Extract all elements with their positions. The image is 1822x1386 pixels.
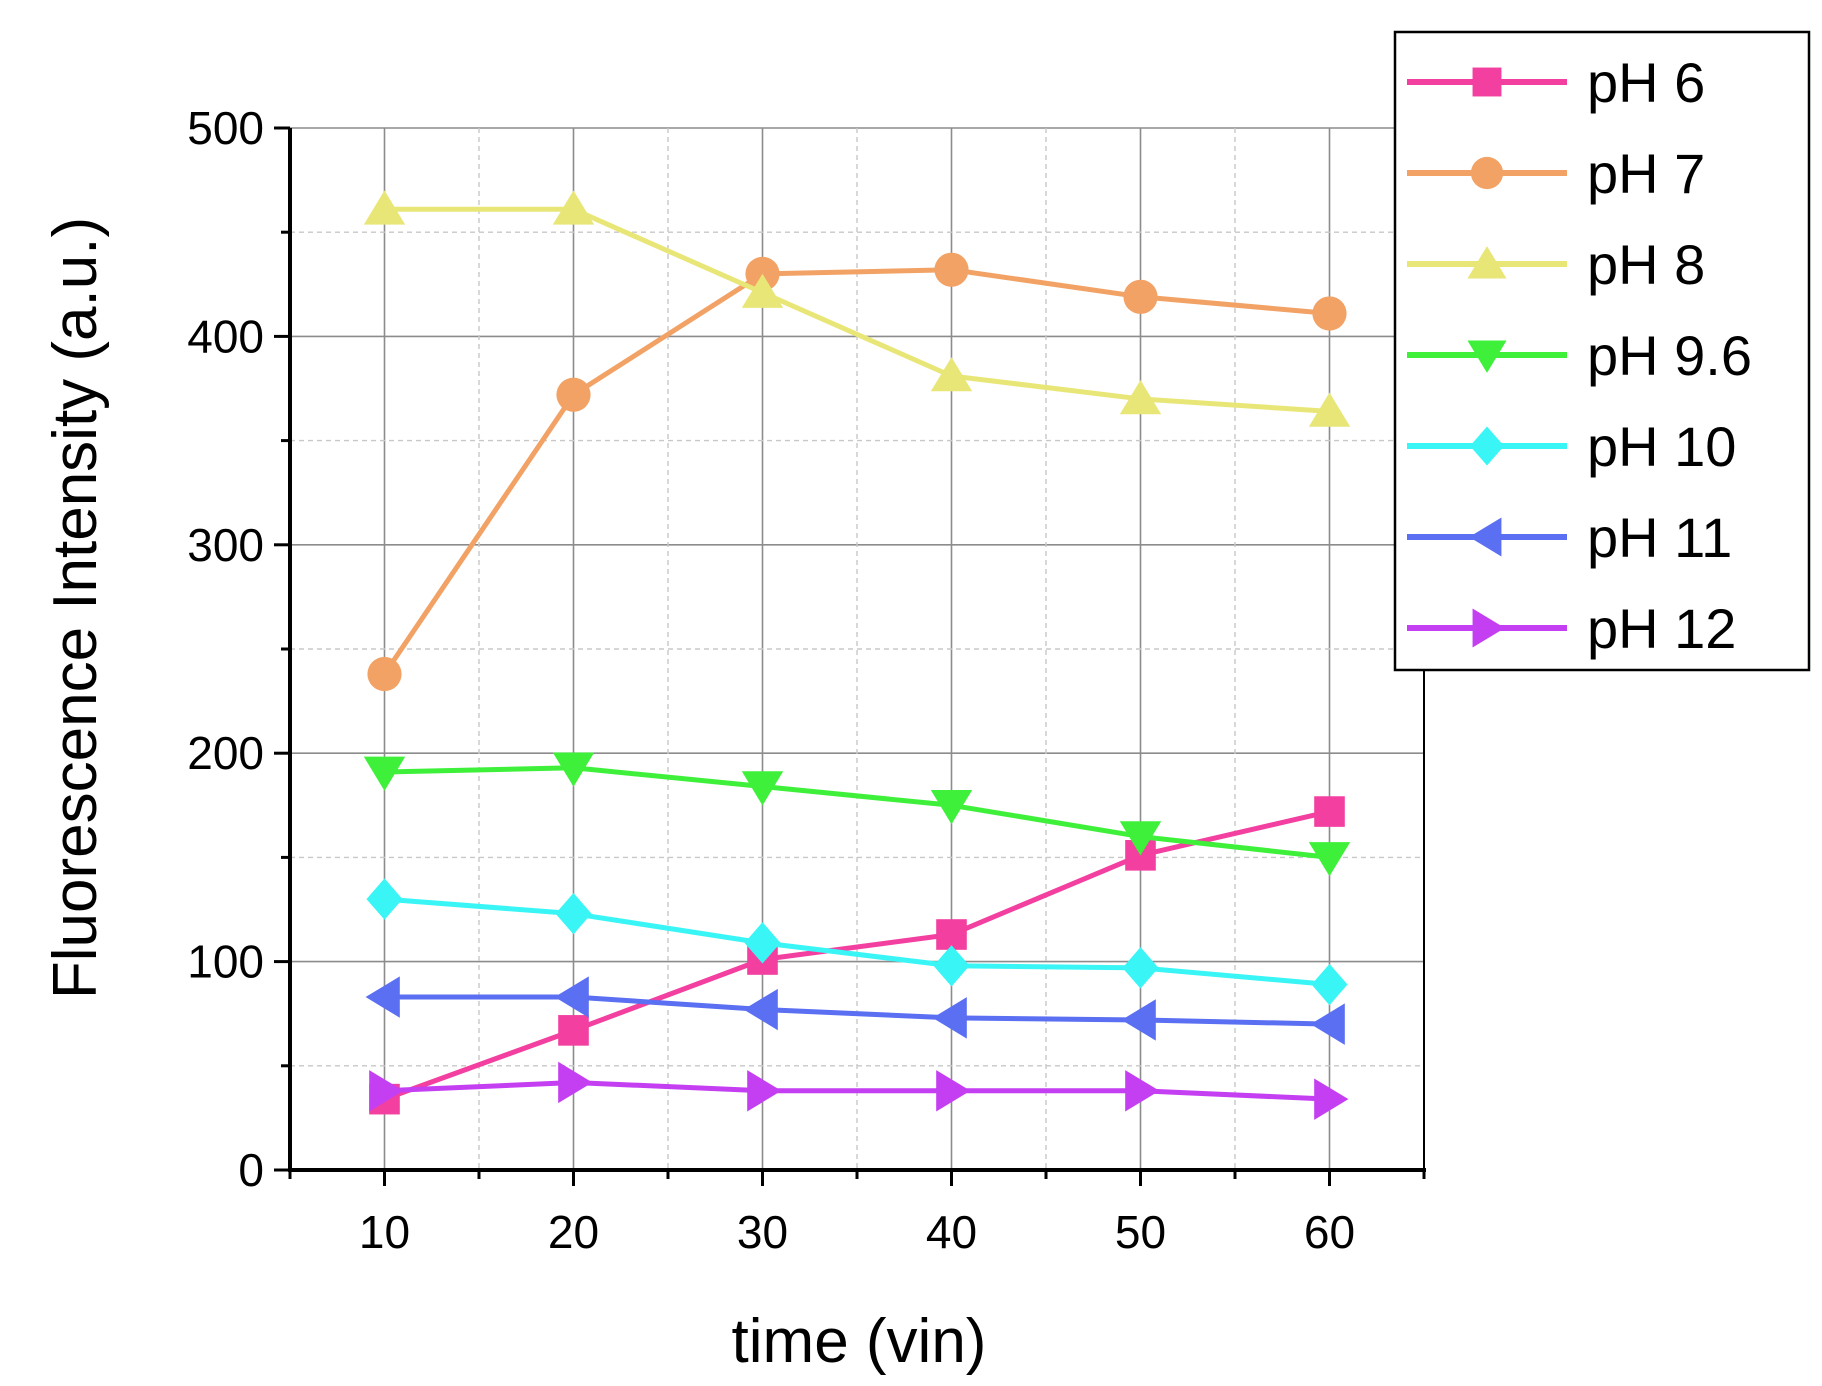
y-axis-title: Fluorescence Intensity (a.u.): [41, 217, 110, 999]
legend-marker-ph-9-6: [1467, 340, 1507, 373]
legend-marker-ph-8: [1467, 246, 1507, 279]
data-point-ph-10: [933, 945, 970, 987]
x-tick-label: 40: [926, 1206, 977, 1258]
legend-item-ph-11: pH 11: [1407, 506, 1732, 569]
tick-label-layer: 10 20 30 40 50 60 0 100 200 300 400 500: [187, 102, 1355, 1258]
data-point-ph-10: [1311, 963, 1348, 1006]
x-tick-label: 20: [548, 1206, 599, 1258]
legend-label-ph-10: pH 10: [1587, 415, 1736, 478]
data-point-ph-7: [934, 252, 969, 287]
y-tick-label: 500: [187, 102, 264, 154]
data-point-ph-7: [1123, 279, 1158, 314]
x-tick-label: 30: [737, 1206, 788, 1258]
data-point-ph-9-6: [552, 752, 595, 787]
legend-box: [1393, 30, 1811, 672]
data-point-ph-8: [741, 273, 784, 308]
data-point-ph-10: [366, 878, 403, 920]
series-ph-10: [366, 878, 1348, 1006]
data-point-ph-8: [1119, 380, 1162, 415]
data-point-ph-8: [552, 190, 595, 225]
y-tick-label: 100: [187, 936, 264, 988]
legend: pH 6 pH 7 pH 8 pH 9.6 pH 10 pH 11 pH 12: [1393, 30, 1811, 672]
data-point-ph-11: [554, 976, 589, 1018]
data-point-ph-9-6: [363, 756, 406, 791]
x-tick-label: 10: [359, 1206, 410, 1258]
y-tick-label: 400: [187, 310, 264, 362]
data-point-ph-12: [369, 1070, 404, 1112]
data-point-ph-10: [1122, 947, 1159, 989]
legend-label-ph-6: pH 6: [1587, 51, 1705, 114]
data-point-ph-10: [744, 922, 781, 964]
data-point-ph-9-6: [1308, 842, 1351, 877]
data-point-ph-7: [367, 656, 402, 692]
data-point-ph-12: [558, 1061, 593, 1104]
x-tick-label: 60: [1304, 1206, 1355, 1258]
x-axis-title: time (vin): [732, 1307, 987, 1376]
series-ph-7: [367, 252, 1347, 692]
series-line-ph-9-6: [384, 765, 1330, 860]
series-line-ph-7: [382, 267, 1330, 676]
data-point-ph-11: [932, 997, 967, 1039]
y-tick-label: 200: [187, 727, 264, 779]
legend-label-ph-8: pH 8: [1587, 233, 1705, 296]
legend-label-ph-11: pH 11: [1587, 506, 1732, 569]
series-line-ph-12: [384, 1079, 1330, 1102]
legend-marker-ph-12: [1472, 608, 1505, 648]
series-ph-9-6: [363, 752, 1351, 877]
series-line-ph-8: [384, 206, 1330, 414]
series-ph-12: [369, 1061, 1349, 1120]
legend-marker-ph-11: [1469, 517, 1502, 557]
data-point-ph-9-6: [1119, 821, 1162, 856]
legend-marker-ph-10: [1470, 426, 1504, 466]
data-point-ph-11: [365, 976, 400, 1018]
legend-item-ph-9-6: pH 9.6: [1407, 324, 1752, 387]
series-line-ph-10: [384, 896, 1330, 988]
data-point-ph-9-6: [741, 771, 784, 806]
data-point-ph-6: [558, 1015, 589, 1046]
data-point-ph-8: [1308, 392, 1351, 427]
legend-item-ph-8: pH 8: [1407, 233, 1705, 296]
legend-label-ph-9-6: pH 9.6: [1587, 324, 1752, 387]
legend-item-ph-6: pH 6: [1407, 51, 1705, 114]
legend-item-ph-12: pH 12: [1407, 597, 1736, 660]
series-line-ph-6: [383, 809, 1331, 1102]
y-tick-label: 300: [187, 519, 264, 571]
data-point-ph-12: [936, 1070, 971, 1112]
y-tick-label: 0: [238, 1144, 264, 1196]
data-point-ph-12: [1314, 1078, 1349, 1120]
legend-marker-ph-7: [1470, 156, 1504, 190]
data-point-ph-10: [555, 892, 592, 935]
data-point-ph-11: [1121, 999, 1156, 1041]
series-ph-8: [363, 190, 1351, 427]
data-point-ph-8: [363, 190, 406, 225]
series-layer: [363, 190, 1351, 1120]
legend-marker-ph-6: [1472, 67, 1502, 97]
data-point-ph-12: [1125, 1070, 1160, 1112]
data-point-ph-6: [1314, 796, 1345, 827]
series-line-ph-11: [384, 994, 1330, 1027]
legend-item-ph-7: pH 7: [1407, 142, 1705, 205]
legend-item-ph-10: pH 10: [1407, 415, 1736, 478]
data-point-ph-11: [743, 988, 778, 1031]
x-tick-label: 50: [1115, 1206, 1166, 1258]
data-point-ph-8: [930, 357, 973, 392]
data-point-ph-9-6: [930, 790, 973, 825]
series-ph-11: [365, 976, 1345, 1045]
data-point-ph-7: [1312, 296, 1347, 331]
data-point-ph-7: [556, 377, 591, 412]
legend-label-ph-12: pH 12: [1587, 597, 1736, 660]
axes-layer: [274, 126, 1426, 1186]
legend-label-ph-7: pH 7: [1587, 142, 1705, 205]
data-point-ph-11: [1310, 1003, 1345, 1045]
data-point-ph-12: [747, 1070, 782, 1112]
data-point-ph-6: [936, 919, 967, 950]
